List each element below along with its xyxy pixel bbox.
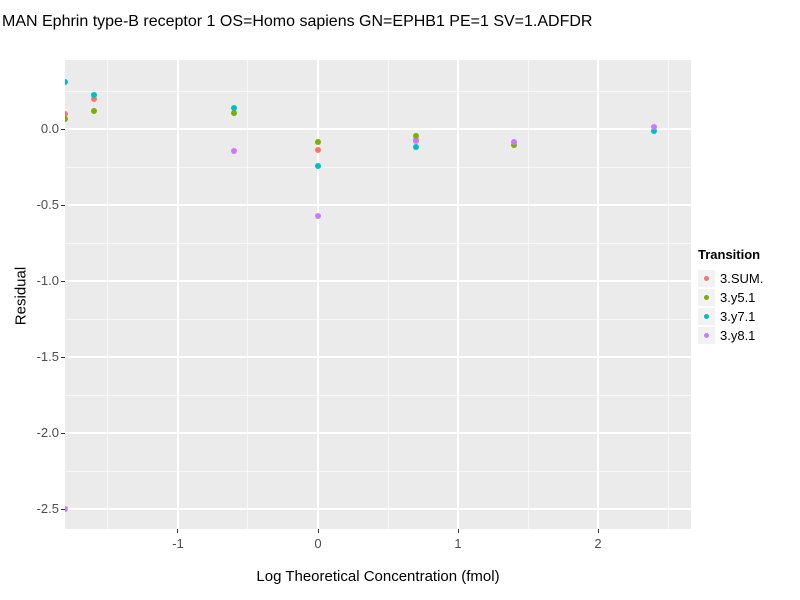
legend-point-icon xyxy=(704,295,709,300)
data-point xyxy=(315,212,321,219)
data-point xyxy=(511,142,518,148)
legend-point-icon xyxy=(704,276,709,281)
legend-title: Transition xyxy=(698,247,761,262)
legend-items: 3.SUM. 3.y5.1 3.y7.1 3.y8.1 xyxy=(698,269,763,345)
x-tick-label: 2 xyxy=(594,536,602,551)
gridline-major-y xyxy=(65,128,691,131)
y-axis-tick xyxy=(61,356,65,358)
gridline-major-y xyxy=(65,204,691,207)
y-tick-label: -1.5 xyxy=(36,349,59,365)
legend: Transition 3.SUM. 3.y5.1 3.y7.1 3.y8.1 xyxy=(698,247,763,345)
y-tick-label: -0.5 xyxy=(36,197,59,213)
legend-item-label: 3.SUM. xyxy=(720,271,764,286)
legend-item: 3.y5.1 xyxy=(698,288,763,307)
gridline-major-y xyxy=(65,508,691,511)
x-axis-tick xyxy=(457,529,459,533)
gridline-major-x xyxy=(176,60,179,529)
data-point xyxy=(413,138,419,145)
y-axis-tick xyxy=(61,128,65,130)
legend-key xyxy=(698,308,715,325)
gridline-major-x xyxy=(597,60,600,529)
data-point xyxy=(315,138,321,145)
gridline-minor-y xyxy=(65,470,691,472)
y-tick-label: -2.5 xyxy=(36,501,59,517)
gridline-minor-x xyxy=(107,60,109,529)
gridline-minor-y xyxy=(65,90,691,92)
plot-panel xyxy=(65,60,691,529)
y-tick-label: 0.0 xyxy=(40,121,59,137)
x-tick-label: 1 xyxy=(454,536,462,551)
legend-key xyxy=(698,289,715,306)
data-point xyxy=(511,138,518,145)
legend-key xyxy=(698,270,715,287)
data-point xyxy=(65,506,68,513)
data-point xyxy=(315,163,321,170)
y-tick-label: -2.0 xyxy=(36,425,59,441)
data-point xyxy=(315,147,321,154)
gridline-minor-x xyxy=(387,60,389,529)
legend-item: 3.SUM. xyxy=(698,269,763,288)
x-axis-tick xyxy=(597,529,599,533)
y-axis-tick xyxy=(61,432,65,434)
gridline-minor-x xyxy=(527,60,529,529)
data-point xyxy=(413,143,419,150)
data-point xyxy=(65,116,68,123)
y-axis-tick xyxy=(61,508,65,510)
legend-item-label: 3.y8.1 xyxy=(720,328,756,343)
gridline-minor-y xyxy=(65,394,691,396)
gridline-major-x xyxy=(317,60,319,529)
data-point xyxy=(65,110,68,117)
data-point xyxy=(651,127,658,134)
x-tick-label: 0 xyxy=(314,536,322,551)
y-tick-label: -1.0 xyxy=(36,273,59,289)
data-point xyxy=(65,78,68,85)
data-point xyxy=(230,110,237,117)
gridline-minor-y xyxy=(65,166,691,168)
legend-item: 3.y7.1 xyxy=(698,307,763,326)
gridline-major-y xyxy=(65,356,691,359)
gridline-minor-y xyxy=(65,242,691,244)
data-point xyxy=(230,148,237,155)
x-axis-label: Log Theoretical Concentration (fmol) xyxy=(256,568,500,585)
gridline-major-x xyxy=(457,60,460,529)
gridline-minor-x xyxy=(667,60,669,529)
data-point xyxy=(651,123,658,130)
y-axis-label: Residual xyxy=(12,266,30,326)
legend-point-icon xyxy=(704,314,709,319)
gridline-major-y xyxy=(65,280,691,283)
data-point xyxy=(230,104,237,111)
data-point xyxy=(90,95,97,102)
data-point xyxy=(90,91,97,98)
y-axis-tick xyxy=(61,280,65,282)
gridline-major-y xyxy=(65,432,691,435)
legend-point-icon xyxy=(704,333,709,338)
plot-title: MAN Ephrin type-B receptor 1 OS=Homo sap… xyxy=(2,13,593,30)
data-point xyxy=(90,107,97,114)
x-tick-label: -1 xyxy=(172,536,184,551)
data-point xyxy=(413,132,419,139)
x-axis-tick xyxy=(177,529,179,533)
gridline-minor-x xyxy=(247,60,249,529)
legend-key xyxy=(698,327,715,344)
legend-item-label: 3.y7.1 xyxy=(720,309,756,324)
legend-item: 3.y8.1 xyxy=(698,326,763,345)
legend-item-label: 3.y5.1 xyxy=(720,290,756,305)
gridline-minor-y xyxy=(65,318,691,320)
y-axis-tick xyxy=(61,204,65,206)
x-axis-tick xyxy=(317,529,319,533)
